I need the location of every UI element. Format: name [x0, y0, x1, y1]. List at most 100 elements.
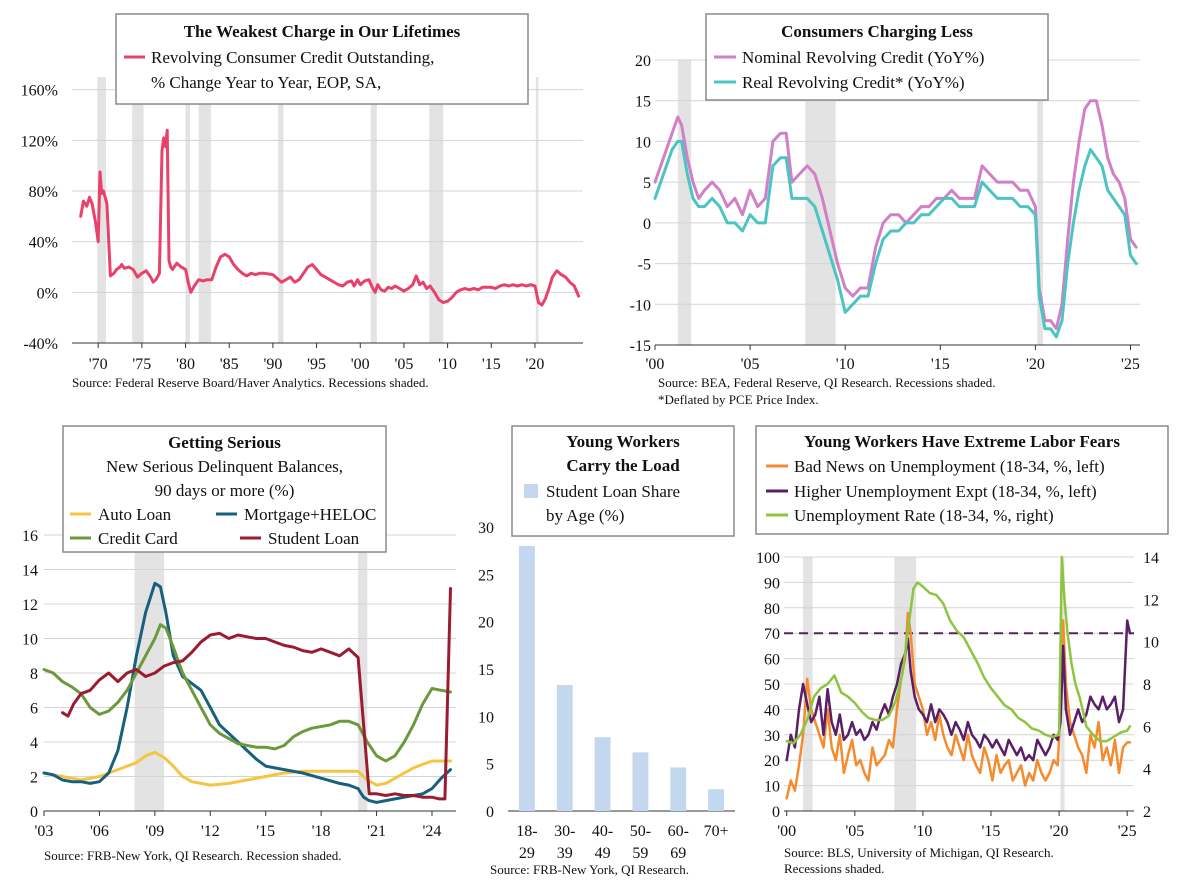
data-point	[1077, 708, 1080, 711]
data-point	[1066, 262, 1069, 265]
y-tick-label: -40%	[23, 336, 58, 353]
data-point	[821, 197, 824, 200]
data-point	[232, 263, 235, 266]
data-point	[1066, 238, 1069, 241]
y-tick-label: 80	[764, 601, 780, 618]
data-point	[946, 721, 949, 723]
chart-title: Consumers Charging Less	[781, 22, 973, 41]
data-point	[881, 719, 883, 721]
data-point	[1028, 772, 1031, 774]
data-point	[163, 756, 165, 759]
data-point	[357, 723, 359, 726]
data-point	[920, 213, 923, 216]
data-point	[874, 719, 877, 721]
data-point	[117, 749, 119, 752]
legend-label: % Change Year to Year, EOP, SA,	[151, 73, 381, 92]
data-point	[89, 689, 92, 692]
data-point	[209, 634, 212, 636]
data-point	[159, 585, 162, 588]
data-point	[202, 280, 204, 282]
data-point	[1105, 740, 1108, 743]
data-point	[779, 156, 782, 159]
data-point	[94, 221, 97, 224]
data-point	[132, 268, 135, 271]
data-point	[1122, 746, 1125, 749]
data-point	[935, 594, 938, 596]
data-point	[785, 156, 788, 159]
data-point	[847, 733, 849, 736]
data-point	[1109, 764, 1112, 767]
data-point	[813, 695, 815, 698]
data-point	[922, 713, 924, 716]
y-tick-label: 40	[764, 702, 780, 719]
data-point	[1129, 254, 1132, 257]
data-point	[1114, 695, 1116, 698]
data-point	[1048, 772, 1051, 774]
data-point	[799, 733, 802, 736]
data-point	[61, 779, 64, 781]
data-point	[1074, 683, 1077, 685]
data-point	[246, 779, 249, 781]
data-point	[1034, 213, 1037, 216]
data-point	[149, 276, 152, 279]
data-point	[1077, 746, 1080, 749]
x-tick-label: 29	[519, 845, 535, 862]
data-point	[806, 703, 809, 706]
data-point	[726, 205, 729, 208]
recession-band	[97, 77, 107, 343]
data-point	[144, 611, 147, 614]
data-point	[390, 287, 393, 290]
data-point	[859, 728, 862, 731]
data-point	[785, 740, 788, 743]
y-tick-label: 4	[30, 735, 38, 752]
data-point	[1112, 173, 1115, 175]
c3-plot: 16 14 12 10 8 6 4 2 0 '03 '06 '09 '12 '15 '18 '21 '24	[22, 528, 456, 840]
data-point	[917, 695, 920, 698]
data-point	[1011, 197, 1014, 200]
source-note: Source: FRB-New York, QI Research. Reces…	[44, 848, 342, 863]
data-point	[387, 286, 390, 289]
data-point	[61, 775, 64, 778]
data-point	[756, 221, 759, 224]
data-point	[246, 744, 249, 747]
data-point	[859, 287, 862, 289]
legend-label: Mortgage+HELOC	[244, 505, 376, 524]
data-point	[983, 733, 986, 736]
source-note: Source: BLS, University of Michigan, QI …	[784, 845, 1054, 860]
data-point	[403, 772, 406, 774]
y-tick-label: 0	[643, 216, 651, 233]
data-point	[966, 733, 969, 736]
data-point	[654, 181, 656, 184]
data-point	[942, 602, 945, 605]
data-point	[1089, 733, 1092, 736]
data-point	[844, 311, 847, 314]
data-point	[383, 290, 386, 292]
data-point	[255, 637, 258, 640]
data-point	[995, 738, 998, 741]
data-point	[1101, 124, 1103, 127]
x-tick-label: '70	[89, 356, 108, 373]
data-point	[988, 173, 991, 175]
data-point	[843, 738, 845, 741]
data-point	[165, 611, 167, 614]
data-point	[830, 746, 833, 749]
data-point	[440, 689, 443, 692]
bar	[632, 752, 649, 811]
data-point	[954, 733, 957, 736]
data-point	[440, 777, 443, 780]
data-point	[200, 641, 202, 643]
data-point	[949, 619, 952, 622]
data-point	[1072, 221, 1075, 224]
data-point	[954, 721, 957, 723]
data-point	[394, 754, 396, 757]
data-point	[241, 272, 244, 275]
data-point	[310, 651, 313, 654]
data-point	[1069, 733, 1071, 736]
data-point	[359, 283, 362, 286]
data-point	[363, 280, 366, 282]
y-tick-label: 20	[478, 615, 494, 632]
data-point	[950, 754, 953, 757]
data-point	[525, 285, 528, 287]
data-point	[107, 772, 110, 774]
data-point	[1089, 695, 1092, 698]
